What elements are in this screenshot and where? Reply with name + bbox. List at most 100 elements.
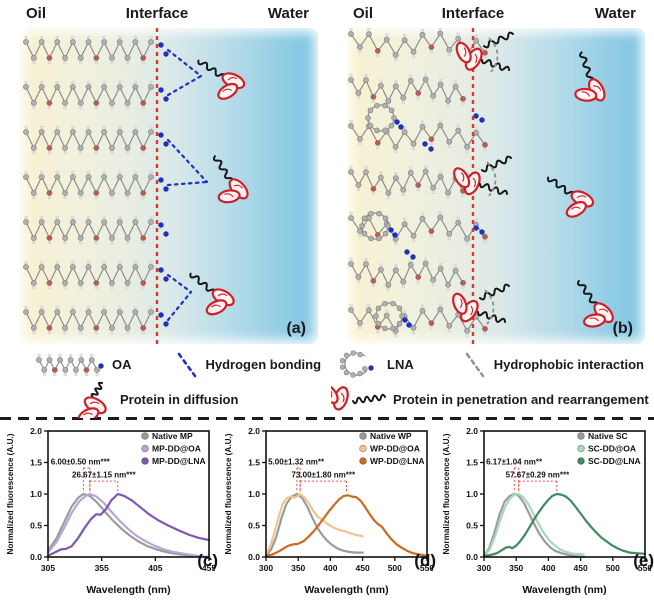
svg-text:WP-DD@LNA: WP-DD@LNA: [370, 456, 425, 466]
hydrogen-bond-dot: [422, 141, 428, 147]
hydrogen-bond-dot: [163, 141, 169, 147]
chart-c-plot: 0.0 0.5 1.0 1.5 2.0 305 355 405 455 Wavelength (n…: [6, 426, 215, 596]
svg-text:2.0: 2.0: [466, 426, 478, 436]
legend-left-column: OA Hydrogen bonding Protein in diffusion: [0, 346, 327, 418]
axes: 0.0 0.5 1.0 1.5 2.0 300 350 400 450 500 550 Wavelen…: [224, 426, 433, 596]
svg-text:500: 500: [606, 563, 620, 573]
series-sc-dd-oa: [482, 492, 585, 557]
svg-text:1.5: 1.5: [466, 458, 478, 468]
protein-in-penetration: [452, 292, 479, 323]
hydrogen-bond-dot: [158, 132, 164, 138]
hydrogen-bond-dot: [163, 51, 169, 57]
protein-molecule: [331, 383, 349, 411]
hydrogen-bond-dot: [394, 119, 400, 125]
oa-chain-row: [23, 215, 154, 245]
hydrogen-bond-dot: [163, 231, 169, 237]
lna-chain-row: [348, 28, 488, 62]
hydrogen-bond-line: [166, 48, 203, 78]
series-mp-dd-oa: [46, 492, 211, 559]
panel-a: Oil Interface Water (a): [0, 0, 327, 346]
protein-diffusion-icon: [77, 381, 107, 418]
chart-d-plot: 0.0 0.5 1.0 1.5 2.0 300 350 400 450 500 550 Wavelen…: [224, 426, 433, 596]
oil-water-gradient: (b): [347, 28, 645, 344]
legend-item-protein-diffusion: Protein in diffusion: [72, 380, 238, 418]
hydrogen-bond-line: [166, 273, 193, 294]
svg-text:57.67±0.29 nm***: 57.67±0.29 nm***: [506, 471, 570, 480]
svg-text:0.0: 0.0: [248, 552, 260, 562]
protein-in-water: [574, 51, 606, 102]
legend-item-hydrogen-bonding: Hydrogen bonding: [174, 350, 321, 380]
panel-b-art: [348, 28, 614, 344]
lna-molecule-icon: [339, 350, 374, 378]
protein-in-diffusion: [197, 59, 246, 100]
hydrophobic-interaction-icon: [465, 352, 484, 377]
hydrogen-bond-dot: [158, 177, 164, 183]
protein-in-penetration: [453, 167, 481, 196]
svg-text:1.0: 1.0: [248, 489, 260, 499]
plot-frame: [265, 430, 428, 558]
hydrophobic-interaction-line: [488, 37, 499, 73]
chart-e: 0.0 0.5 1.0 1.5 2.0 300 350 400 450 500 550 Wavelen…: [436, 420, 654, 603]
series-native-wp: [264, 492, 364, 557]
protein-in-water: [577, 279, 614, 328]
svg-text:6.17±1.04 nm**: 6.17±1.04 nm**: [486, 457, 543, 466]
hydrogen-bond-dot: [398, 124, 404, 130]
water-label: Water: [267, 5, 309, 22]
chart-legend: Native SC SC-DD@OA SC-DD@LNA: [577, 431, 641, 466]
legend-label: OA: [112, 357, 132, 372]
svg-text:26.67±1.15 nm***: 26.67±1.15 nm***: [72, 471, 136, 480]
legend-item-oa: OA: [34, 353, 132, 377]
peak-shift-annotation: 26.67±1.15 nm***: [72, 471, 136, 493]
svg-text:455: 455: [202, 563, 215, 573]
chart-e-plot: 0.0 0.5 1.0 1.5 2.0 300 350 400 450 500 550 Wavelen…: [442, 426, 651, 596]
lna-chain-row: [348, 165, 466, 200]
interface-label: Interface: [441, 5, 505, 22]
lna-chain-row: [348, 211, 488, 246]
x-axis-label: Wavelength (nm): [522, 584, 606, 596]
water-label: Water: [594, 5, 636, 22]
svg-text:550: 550: [638, 563, 651, 573]
hydrogen-bond-dot: [163, 96, 169, 102]
protein-at-interface-group: [455, 31, 514, 73]
spectra-charts: 0.0 0.5 1.0 1.5 2.0 305 355 405 455 Wavelength (n…: [0, 420, 654, 603]
hydrogen-bond-dot: [392, 232, 398, 238]
svg-text:SC-DD@OA: SC-DD@OA: [588, 444, 636, 454]
lna-chain-row: [348, 257, 466, 292]
peak-shift-annotation: 6.17±1.04 nm**: [486, 457, 543, 493]
lna-chain-row: [348, 73, 466, 108]
hydrogen-bond-line: [166, 74, 203, 97]
hydrogen-bond-dot: [163, 276, 169, 282]
hydrogen-bond-dot: [158, 42, 164, 48]
oil-label: Oil: [353, 5, 374, 22]
svg-text:300: 300: [259, 563, 273, 573]
svg-text:2.0: 2.0: [30, 426, 42, 436]
svg-text:400: 400: [541, 563, 555, 573]
hydrogen-bond-dot: [402, 317, 408, 323]
svg-text:0.5: 0.5: [248, 521, 260, 531]
protein-penetration-icon: [331, 383, 386, 411]
svg-text:405: 405: [148, 563, 162, 573]
oa-chain-row: [23, 305, 154, 335]
oa-molecule-icon: [36, 353, 104, 376]
hydrogen-bond-dot: [158, 267, 164, 273]
svg-text:1.5: 1.5: [30, 458, 42, 468]
oa-chain-row: [23, 260, 154, 290]
figure-legend: OA Hydrogen bonding Protein in diffusion…: [0, 346, 654, 418]
schematic-panels: Oil Interface Water (a) Oil Interface Wa…: [0, 0, 645, 346]
oa-chain-row: [23, 80, 154, 110]
oa-mini-chain: [36, 353, 100, 376]
oil-label: Oil: [26, 5, 47, 22]
svg-text:305: 305: [41, 563, 55, 573]
oa-chain-row: [23, 35, 154, 65]
svg-text:350: 350: [509, 563, 523, 573]
chart-c: 0.0 0.5 1.0 1.5 2.0 305 355 405 455 Wavelength (n…: [0, 420, 218, 603]
oa-chain-row: [23, 125, 154, 155]
axes: 0.0 0.5 1.0 1.5 2.0 300 350 400 450 500 550 Wavelen…: [442, 426, 651, 596]
hydrogen-bond-dot: [368, 365, 374, 371]
hydrogen-bond-dot: [473, 225, 479, 231]
svg-text:6.00±0.50 nm***: 6.00±0.50 nm***: [51, 457, 111, 466]
svg-text:MP-DD@LNA: MP-DD@LNA: [152, 456, 206, 466]
hydrogen-bond-line: [166, 138, 209, 184]
series-mp-dd-lna: [46, 492, 211, 557]
